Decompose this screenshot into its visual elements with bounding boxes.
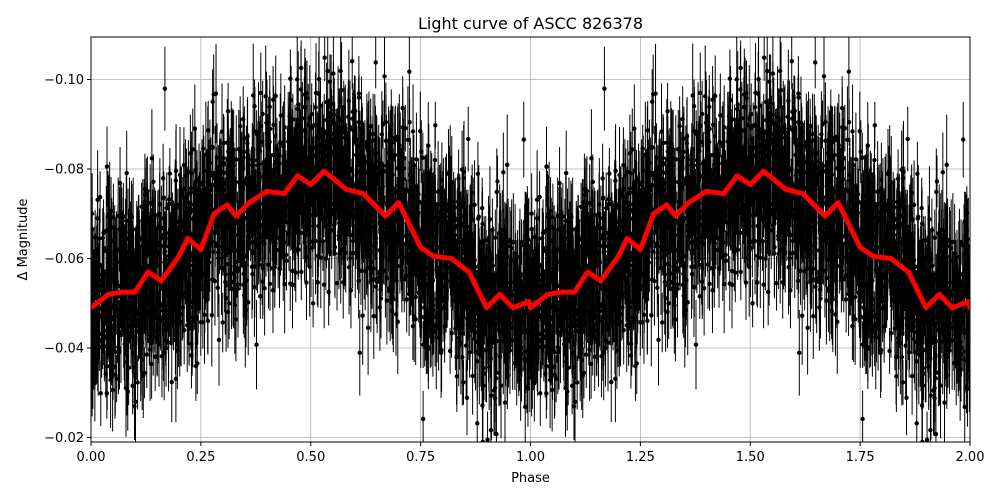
light-curve-chart: 0.00 0.25 0.50 0.75 1.00 1.25 1.50 1.75 2.00 −0.… [16, 14, 985, 486]
